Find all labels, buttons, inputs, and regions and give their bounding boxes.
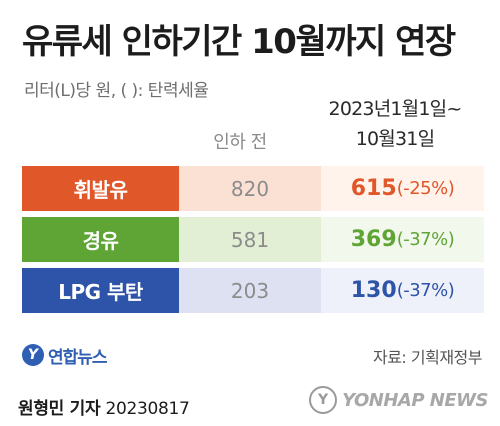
publish-date: 20230817 bbox=[105, 399, 190, 419]
after-cell: 615 (-25%) bbox=[321, 166, 484, 211]
reporter-line: 원형민 기자 20230817 bbox=[18, 394, 190, 419]
yonhap-logo: Y 연합뉴스 bbox=[22, 343, 108, 368]
after-value: 369 bbox=[350, 227, 397, 252]
row-label: 휘발유 bbox=[22, 166, 179, 211]
before-value: 203 bbox=[179, 268, 321, 313]
before-value: 820 bbox=[179, 166, 321, 211]
table-row: 경유 581 369 (-37%) bbox=[22, 217, 484, 262]
period-line-1: 2023년1월1일~ bbox=[328, 98, 463, 120]
logo-text: 연합뉴스 bbox=[48, 347, 108, 368]
period-line-2: 10월31일 bbox=[355, 128, 435, 150]
before-column-header: 인하 전 bbox=[213, 132, 267, 153]
row-label: 경유 bbox=[22, 217, 179, 262]
table-row: 휘발유 820 615 (-25%) bbox=[22, 166, 484, 211]
watermark-text: YONHAP NEWS bbox=[342, 389, 488, 411]
table-row: LPG 부탄 203 130 (-37%) bbox=[22, 268, 484, 313]
yonhap-logo-icon: Y bbox=[22, 344, 44, 366]
after-cell: 369 (-37%) bbox=[321, 217, 484, 262]
reporter-name: 원형민 기자 bbox=[18, 399, 101, 419]
reduction-rate: (-25%) bbox=[396, 178, 455, 199]
after-value: 130 bbox=[350, 278, 397, 303]
after-value: 615 bbox=[350, 176, 397, 201]
period-header: 2023년1월1일~ 10월31일 bbox=[306, 94, 484, 154]
footer-bar: 원형민 기자 20230817 Y YONHAP NEWS bbox=[0, 378, 500, 426]
reduction-rate: (-37%) bbox=[396, 229, 455, 250]
after-cell: 130 (-37%) bbox=[321, 268, 484, 313]
watermark: Y YONHAP NEWS bbox=[309, 386, 488, 414]
page-title: 유류세 인하기간 10월까지 연장 bbox=[22, 22, 456, 62]
source-note: 자료: 기획재정부 bbox=[372, 348, 483, 367]
before-value: 581 bbox=[179, 217, 321, 262]
reduction-rate: (-37%) bbox=[396, 280, 455, 301]
unit-note: 리터(L)당 원, ( ): 탄력세율 bbox=[24, 81, 209, 101]
row-label: LPG 부탄 bbox=[22, 268, 179, 313]
watermark-icon: Y bbox=[309, 386, 338, 414]
